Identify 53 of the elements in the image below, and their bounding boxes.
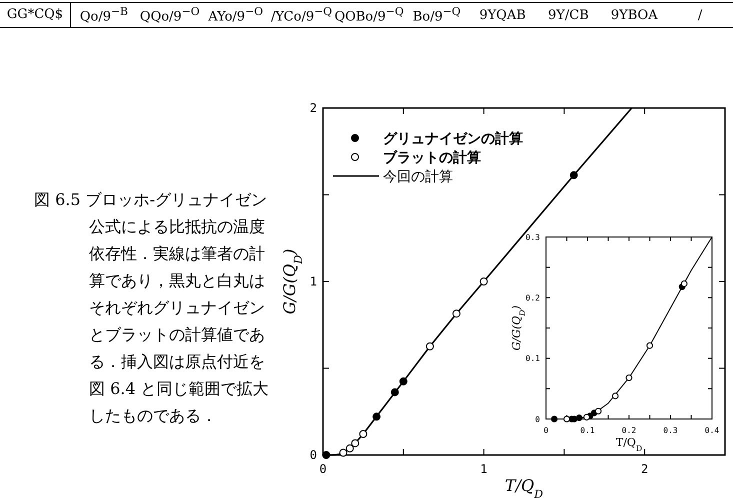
- point: [399, 377, 408, 386]
- point: [359, 430, 368, 438]
- y-tick-label: 1: [310, 274, 317, 289]
- x-tick-label: 0: [544, 426, 549, 435]
- point: [583, 414, 590, 420]
- point: [594, 408, 602, 414]
- point: [612, 392, 619, 400]
- point: [680, 280, 688, 288]
- y-tick-label: 0: [310, 448, 317, 462]
- legend-label: 今回の計算: [383, 169, 453, 185]
- point: [452, 310, 460, 318]
- x-tick-label: 1: [480, 462, 488, 476]
- y-tick-label: 2: [310, 101, 317, 116]
- text: /YCo/9$^{−Q}$: [270, 5, 334, 25]
- x-axis-title: T/Q$_{D}$: [504, 476, 544, 498]
- point: [390, 388, 399, 396]
- point: [626, 374, 632, 382]
- text: 9Y/CB: [547, 8, 590, 22]
- text: Qo/9$^{−B}$: [78, 5, 130, 25]
- text: 9YQAB: [478, 8, 527, 22]
- legend-label: ブラットの計算: [383, 149, 481, 166]
- y-tick-label: 0.1: [526, 354, 540, 364]
- text: /: [696, 8, 704, 22]
- text: GG*CQ$: [0, 3, 71, 27]
- text: 9YBOA: [610, 8, 659, 22]
- point: [426, 342, 434, 350]
- text: Bo/9$^{−Q}$: [412, 5, 462, 25]
- point: [570, 171, 578, 180]
- text: 図 6.5 ブロッホ-グリュナイゼン公式による比抵抗の温度依存性．実線は筆者の計算であり，黒丸と白丸はそれぞれグリュナイゼンとブラットの計算値である．挿入図は原点付近を図 6.4 と同じ範囲で拡大したものである．: [34, 190, 269, 425]
- point: [372, 412, 381, 421]
- x-axis-title: T/Q$_{D}$: [616, 436, 642, 452]
- x-tick-label: 0.1: [580, 426, 595, 435]
- point: [480, 278, 488, 286]
- point: [551, 416, 558, 422]
- point: [346, 444, 354, 452]
- text: QOBo/9$^{−Q}$: [334, 5, 404, 25]
- x-tick-label: 2: [640, 462, 648, 476]
- y-tick-label: 0.3: [526, 232, 540, 242]
- text: AYo/9$^{−O}$: [207, 5, 264, 25]
- point: [322, 451, 330, 459]
- text: QQo/9$^{−O}$: [138, 5, 201, 25]
- x-tick-label: 0.2: [622, 426, 636, 435]
- point: [646, 342, 654, 349]
- point: [563, 416, 570, 422]
- x-tick-label: 0.3: [663, 426, 678, 435]
- legend-label: グリュナイゼンの計算: [383, 131, 523, 147]
- y-tick-label: 0: [535, 414, 540, 424]
- point: [339, 448, 348, 457]
- point: [576, 414, 582, 422]
- y-tick-label: 0.2: [526, 293, 540, 302]
- x-tick-label: 0.4: [704, 426, 720, 435]
- x-tick-label: 0: [319, 462, 327, 476]
- point: [351, 439, 360, 448]
